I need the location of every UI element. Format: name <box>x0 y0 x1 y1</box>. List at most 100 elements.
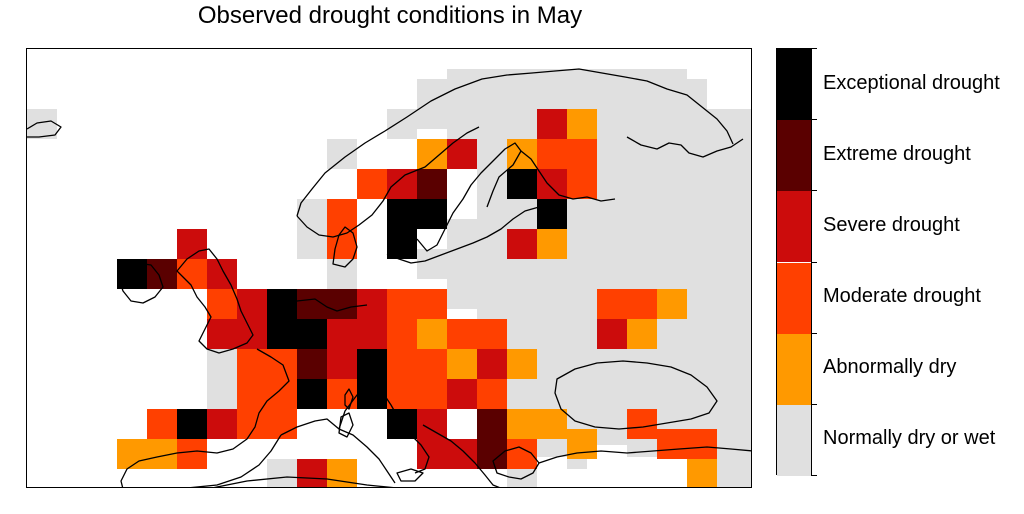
drought-cell <box>507 229 537 259</box>
drought-cell <box>477 319 507 349</box>
drought-cell <box>297 349 327 379</box>
drought-cell <box>537 409 567 439</box>
drought-cell <box>357 349 387 379</box>
coastline-north-africa <box>213 476 394 487</box>
legend-swatch <box>777 49 811 121</box>
drought-cell <box>357 289 387 319</box>
drought-cell <box>477 409 507 439</box>
coastline-turkey <box>538 446 751 464</box>
drought-cell <box>657 289 687 319</box>
legend-swatch <box>777 404 811 476</box>
legend-label: Extreme drought <box>823 142 971 165</box>
legend-tick <box>811 332 817 334</box>
drought-cell <box>237 349 267 379</box>
legend-swatch <box>777 120 811 192</box>
coastline-iberia-south <box>190 434 282 487</box>
drought-cell <box>597 319 627 349</box>
drought-cell <box>477 379 507 409</box>
drought-cell <box>417 139 447 169</box>
drought-cell <box>567 109 597 139</box>
drought-cell <box>687 429 717 459</box>
legend-tick <box>811 475 817 476</box>
drought-cell <box>417 199 447 229</box>
drought-cell <box>537 199 567 229</box>
coastline-outlines <box>27 68 751 487</box>
drought-cell <box>417 379 447 409</box>
drought-cell <box>267 319 297 349</box>
drought-cell <box>387 379 417 409</box>
coastline-sicily <box>396 468 424 482</box>
drought-cell <box>417 439 447 469</box>
drought-cell <box>297 459 327 487</box>
drought-cell <box>207 319 237 349</box>
drought-cell <box>237 379 267 409</box>
drought-cell <box>537 139 567 169</box>
drought-cell <box>27 109 57 139</box>
map-title: Observed drought conditions in May <box>197 2 583 29</box>
coastline-netherlands <box>282 298 368 312</box>
drought-cell <box>357 169 387 199</box>
drought-cell <box>507 409 537 439</box>
legend-label: Moderate drought <box>823 285 981 308</box>
legend-label: Severe drought <box>823 213 960 236</box>
drought-cell <box>177 409 207 439</box>
drought-cell <box>537 229 567 259</box>
drought-cell <box>597 289 627 319</box>
drought-cell <box>537 169 567 199</box>
drought-cell <box>297 229 327 259</box>
drought-cell <box>327 319 357 349</box>
drought-cell <box>357 379 387 409</box>
legend-swatch <box>777 191 811 263</box>
drought-cell <box>387 289 417 319</box>
drought-cell <box>567 169 597 199</box>
drought-map <box>26 48 752 488</box>
drought-cell <box>207 379 237 409</box>
legend-label: Exceptional drought <box>823 71 1000 94</box>
legend-swatch <box>777 262 811 334</box>
coastline-corsica <box>344 388 354 410</box>
drought-cell <box>627 289 657 319</box>
coastline-continent-west <box>120 348 290 487</box>
drought-cell <box>627 319 657 349</box>
drought-cell <box>297 379 327 409</box>
drought-cell <box>507 139 537 169</box>
drought-cell <box>537 109 567 139</box>
drought-cell <box>477 349 507 379</box>
drought-cell <box>387 199 417 229</box>
drought-cell <box>237 409 267 439</box>
drought-cell <box>507 169 537 199</box>
drought-cell <box>267 379 297 409</box>
drought-cell <box>627 409 657 439</box>
drought-cell <box>417 349 447 379</box>
drought-cell <box>657 109 687 139</box>
drought-grid-cells <box>27 69 751 487</box>
map-canvas <box>27 68 751 487</box>
coastline-balkans <box>422 424 500 487</box>
legend-tick <box>811 403 817 405</box>
drought-cell <box>357 319 387 349</box>
drought-cell <box>507 349 537 379</box>
drought-cell <box>207 349 237 379</box>
drought-cell <box>387 229 417 259</box>
coastline-iceland <box>27 120 62 138</box>
drought-cell <box>687 459 717 487</box>
drought-cell <box>477 439 507 469</box>
coastline-black-sea <box>554 360 718 430</box>
drought-cell <box>447 349 477 379</box>
drought-cell <box>147 409 177 439</box>
drought-cell <box>207 259 237 289</box>
coastline-baltic-south <box>386 206 540 264</box>
legend-color-bar <box>776 48 817 476</box>
drought-cell <box>417 169 447 199</box>
drought-cell <box>177 439 207 469</box>
drought-cell <box>297 319 327 349</box>
drought-cell <box>387 319 417 349</box>
legend-tick <box>811 190 817 192</box>
drought-cell <box>177 259 207 289</box>
coastline-italy <box>338 386 430 474</box>
drought-cell <box>387 349 417 379</box>
coastline-sweden-east <box>416 142 522 252</box>
drought-cell <box>417 319 447 349</box>
legend-tick <box>811 119 817 121</box>
coastline-great-britain <box>176 248 254 354</box>
